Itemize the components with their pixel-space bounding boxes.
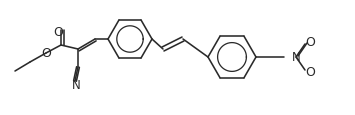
Text: N: N xyxy=(72,79,80,92)
Text: O: O xyxy=(53,25,63,38)
Text: N: N xyxy=(291,51,300,64)
Text: O: O xyxy=(305,66,315,79)
Text: O: O xyxy=(41,47,51,60)
Text: O: O xyxy=(305,36,315,49)
